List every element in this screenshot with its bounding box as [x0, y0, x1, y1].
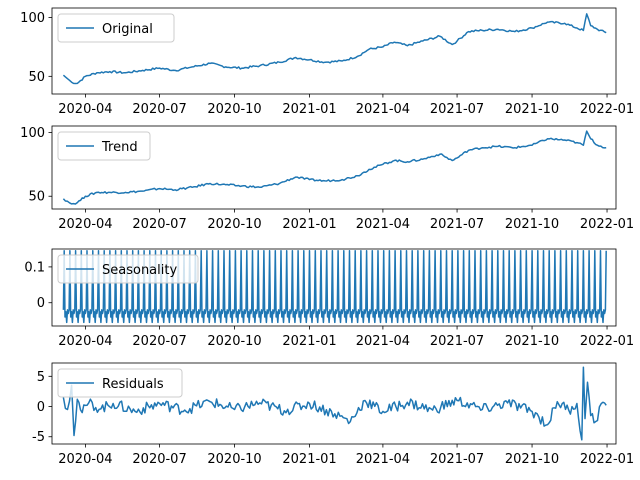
legend-box [57, 368, 183, 398]
x-tick-label: 2021-01 [282, 452, 336, 467]
x-tick-label: 2020-07 [132, 334, 186, 349]
x-tick-label: 2021-07 [430, 334, 484, 349]
axes-frame [51, 248, 617, 327]
subplot-4: -5 0 5 2020-04 2020-07 2020-10 2021-01 2021-04 2… [32, 362, 634, 467]
y-tick-label: 5 [37, 370, 45, 385]
x-tick-label: 2021-10 [505, 452, 559, 467]
y-tick-label: -5 [32, 430, 45, 445]
legend-label: Residuals [102, 377, 164, 392]
series-line-residuals [62, 366, 607, 441]
x-tick-label: 2020-04 [58, 217, 112, 232]
x-tick-label: 2021-04 [356, 452, 410, 467]
x-tick-label: 2020-10 [207, 334, 261, 349]
x-tick-label: 2020-10 [207, 217, 261, 232]
y-tick-label: 0.1 [24, 260, 45, 275]
x-tick-label: 2021-01 [282, 217, 336, 232]
y-tick-label: 50 [28, 190, 45, 205]
x-tick-label: 2020-07 [132, 102, 186, 117]
x-tick-label: 2021-07 [430, 102, 484, 117]
y-tick-label: 100 [20, 11, 45, 26]
x-tick-label: 2020-04 [58, 452, 112, 467]
x-tick-label: 2021-07 [430, 452, 484, 467]
x-tick-label: 2021-10 [505, 334, 559, 349]
y-tick-label: 100 [20, 126, 45, 141]
x-tick-label: 2020-04 [58, 334, 112, 349]
x-tick-label: 2021-10 [505, 102, 559, 117]
series-line-original [62, 13, 607, 85]
legend-box [57, 254, 199, 284]
x-tick-label: 2021-04 [356, 102, 410, 117]
legend-label: Trend [101, 140, 138, 155]
x-tick-label: 2021-07 [430, 217, 484, 232]
x-tick-label: 2021-01 [282, 334, 336, 349]
x-tick-label: 2020-10 [207, 102, 261, 117]
x-tick-label: 2021-04 [356, 334, 410, 349]
legend-label: Original [102, 22, 153, 37]
x-tick-label: 2021-01 [282, 102, 336, 117]
x-tick-label: 2022-01 [580, 334, 634, 349]
series-line-trend [62, 130, 607, 205]
axes-frame [51, 125, 617, 210]
y-tick-label: 50 [28, 70, 45, 85]
subplot-2: 50 100 2020-04 2020-07 2020-10 2021-01 2021-04… [20, 125, 634, 232]
y-tick-label: 0 [37, 400, 45, 415]
subplot-1: 50 100 2020-04 2020-07 2020-10 2021-01 2021-04… [20, 7, 634, 117]
legend-box [57, 13, 175, 43]
x-tick-label: 2021-10 [505, 217, 559, 232]
subplot-3: 0 0.1 2020-04 2020-07 2020-10 2021-01 2021-04 2… [24, 248, 634, 349]
x-tick-label: 2020-10 [207, 452, 261, 467]
axes-frame [51, 7, 617, 95]
x-tick-label: 2022-01 [580, 452, 634, 467]
series-line-seasonality [62, 250, 607, 324]
x-tick-label: 2020-07 [132, 452, 186, 467]
y-tick-label: 0 [37, 296, 45, 311]
x-tick-label: 2022-01 [580, 102, 634, 117]
x-tick-label: 2020-04 [58, 102, 112, 117]
legend-label: Seasonality [102, 263, 177, 278]
x-tick-label: 2020-07 [132, 217, 186, 232]
axes-frame [51, 362, 617, 445]
legend-box [57, 131, 151, 161]
x-tick-label: 2021-04 [356, 217, 410, 232]
x-tick-label: 2022-01 [580, 217, 634, 232]
